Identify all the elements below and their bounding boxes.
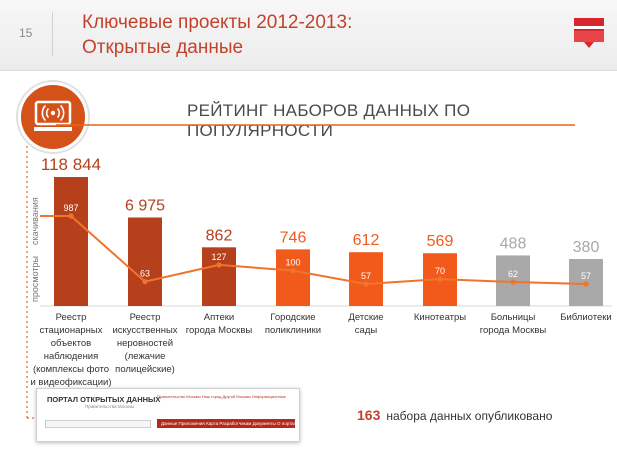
category-label-4: Городские поликлиники	[250, 311, 336, 337]
bar-value-label-6: 569	[427, 233, 454, 250]
views-point-7	[510, 279, 516, 285]
bar-value-label-4: 746	[280, 229, 307, 246]
bar-5	[349, 252, 383, 306]
views-value-label-4: 100	[285, 258, 300, 268]
category-label-line: (лежачие	[124, 351, 166, 362]
views-point-6	[437, 276, 443, 282]
category-label-1: Реестр стационарных объектов наблюдения (ко…	[28, 311, 114, 389]
bar-value-label-5: 612	[353, 232, 380, 249]
category-label-line: Аптеки	[203, 312, 235, 323]
bar-value-label-8: 380	[573, 239, 600, 256]
category-label-5: Детские сады	[323, 311, 409, 337]
category-label-line: Городские	[270, 312, 316, 323]
published-summary: 163 набора данных опубликовано	[357, 407, 552, 423]
category-label-line: поликлиники	[264, 325, 322, 336]
page-title-line2: Открытые данные	[82, 37, 244, 58]
views-value-label-2: 63	[140, 269, 150, 279]
published-count: 163	[357, 407, 381, 423]
views-value-label-8: 57	[581, 271, 591, 281]
portal-nav: Данные Приложения Карта Разработчикам До…	[157, 419, 299, 428]
views-value-label-3: 127	[211, 252, 226, 262]
category-label-line: искусственных	[112, 325, 178, 336]
bar-value-label-3: 862	[206, 227, 233, 244]
category-label-line: Реестр стационарных	[39, 312, 103, 336]
page-title-line1: Ключевые проекты 2012-2013:	[82, 12, 353, 33]
category-label-line: Детские	[348, 312, 384, 323]
views-point-4	[290, 267, 296, 274]
category-label-line: Реестр	[129, 312, 161, 323]
downloads-axis-label: скачивания	[30, 197, 40, 245]
portal-search-input	[45, 420, 151, 428]
bar-4	[276, 249, 310, 306]
portal-subtitle: Правительства Москвы	[85, 404, 135, 409]
category-label-line: наблюдения	[43, 351, 99, 362]
views-point-8	[583, 281, 589, 287]
category-label-line: Кинотеатры	[413, 312, 467, 323]
views-value-label-1: 987	[63, 203, 78, 213]
bar-value-label-7: 488	[500, 235, 527, 252]
category-label-2: Реестр искусственных неровностей (лежачие по…	[102, 311, 188, 376]
bar-value-label-2: 6 975	[125, 197, 165, 214]
category-label-line: полицейские)	[115, 364, 175, 375]
category-label-line: и видеофиксации)	[30, 377, 112, 388]
category-label-line: (комплексы фото	[32, 364, 110, 375]
bar-1	[54, 177, 88, 306]
category-label-8: Библиотеки	[543, 311, 617, 324]
views-point-3	[216, 262, 222, 268]
category-label-line: неровностей	[116, 338, 174, 349]
views-point-5	[363, 281, 369, 287]
category-label-line: Больницы	[490, 312, 536, 323]
views-value-label-7: 62	[508, 269, 518, 279]
published-text: набора данных опубликовано	[386, 409, 553, 423]
moscow-logo-icon	[574, 18, 604, 48]
page-title: Ключевые проекты 2012-2013: Открытые дан…	[82, 10, 352, 60]
header-bar: 15 Ключевые проекты 2012-2013: Открытые …	[0, 0, 617, 71]
header-separator	[52, 12, 53, 56]
views-value-label-5: 57	[361, 271, 371, 281]
category-label-3: Аптеки города Москвы	[176, 311, 262, 337]
portal-title: ПОРТАЛ ОТКРЫТЫХ ДАННЫХ	[47, 395, 161, 404]
category-label-line: города Москвы	[479, 325, 547, 336]
category-label-7: Больницы города Москвы	[470, 311, 556, 337]
views-value-label-6: 70	[435, 266, 445, 276]
views-point-1	[68, 213, 74, 219]
views-point-2	[142, 279, 148, 285]
category-label-line: города Москвы	[185, 325, 253, 336]
category-label-line: объектов	[50, 338, 92, 349]
monitor-icon	[18, 82, 88, 152]
portal-screenshot: ПОРТАЛ ОТКРЫТЫХ ДАННЫХ Правительства Мос…	[36, 388, 300, 442]
category-label-line: Библиотеки	[560, 312, 612, 323]
page-number: 15	[19, 26, 33, 40]
portal-links: Правительство Москвы Наш город Другой Мо…	[157, 394, 286, 399]
bar-3	[202, 247, 236, 306]
bar-value-label-1: 118 844	[41, 155, 101, 174]
views-axis-label: просмотры	[30, 256, 40, 302]
category-label-6: Кинотеатры	[397, 311, 483, 324]
category-label-line: сады	[354, 325, 378, 336]
bar-2	[128, 217, 162, 306]
